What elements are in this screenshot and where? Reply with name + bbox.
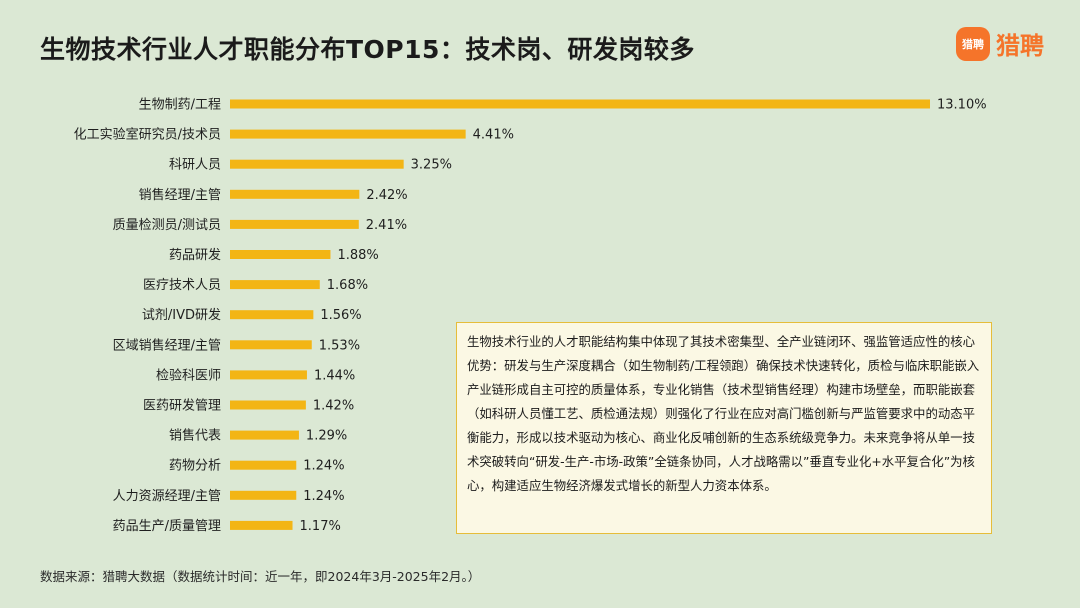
value-label: 1.29%	[306, 429, 347, 444]
value-label: 1.24%	[303, 489, 344, 504]
bar	[230, 159, 404, 169]
value-label: 1.68%	[327, 278, 368, 293]
bar	[230, 520, 293, 530]
bar	[230, 99, 930, 109]
category-label: 区域销售经理/主管	[113, 337, 221, 353]
bar	[230, 430, 299, 440]
liepin-logo: 猎聘 猎聘	[956, 26, 1044, 61]
category-label: 销售代表	[169, 428, 221, 444]
category-label: 医药研发管理	[143, 398, 221, 414]
value-label: 2.41%	[366, 218, 407, 233]
category-label: 药品生产/质量管理	[113, 519, 221, 534]
category-label: 检验科医师	[156, 367, 221, 383]
value-label: 3.25%	[411, 158, 452, 173]
value-label: 1.17%	[300, 519, 341, 534]
category-label: 销售经理/主管	[139, 187, 221, 203]
category-label: 试剂/IVD研发	[142, 307, 221, 323]
page-title: 生物技术行业人才职能分布TOP15：技术岗、研发岗较多	[40, 35, 695, 64]
category-label: 质量检测员/测试员	[113, 218, 221, 233]
bar	[230, 310, 314, 320]
value-label: 13.10%	[937, 98, 987, 113]
data-source: 数据来源：猎聘大数据（数据统计时间：近一年，即2024年3月-2025年2月。）	[40, 569, 481, 584]
value-label: 1.44%	[314, 368, 355, 383]
bar	[230, 219, 359, 229]
value-label: 1.56%	[320, 308, 361, 323]
bar	[230, 250, 331, 259]
category-label: 人力资源经理/主管	[113, 489, 221, 504]
bar	[230, 129, 466, 139]
liepin-logo-text: 猎聘	[996, 32, 1044, 60]
bar	[230, 490, 297, 500]
bar	[230, 189, 360, 199]
category-label: 药品研发	[169, 247, 221, 263]
bar	[230, 340, 312, 350]
value-label: 1.42%	[313, 399, 354, 414]
liepin-logo-icon: 猎聘	[956, 26, 990, 61]
category-label: 科研人员	[169, 158, 221, 173]
value-label: 2.42%	[366, 188, 407, 203]
category-label: 医疗技术人员	[143, 278, 221, 293]
category-label: 药物分析	[169, 459, 221, 474]
category-label: 化工实验室研究员/技术员	[74, 127, 221, 143]
category-label: 生物制药/工程	[139, 98, 221, 113]
value-label: 4.41%	[473, 128, 514, 143]
bar-chart: 生物制药/工程 13.10% 化工实验室研究员/技术员 4.41% 科研人员 3.25% 销…	[74, 98, 987, 534]
bar	[230, 400, 306, 410]
analysis-note: 生物技术行业的人才职能结构集中体现了其技术密集型、全产业链闭环、强监管适应性的核…	[456, 322, 992, 534]
value-label: 1.24%	[303, 459, 344, 474]
value-label: 1.88%	[337, 248, 378, 263]
value-label: 1.53%	[319, 338, 360, 353]
bar	[230, 280, 320, 290]
bar	[230, 460, 297, 470]
bar	[230, 370, 307, 380]
